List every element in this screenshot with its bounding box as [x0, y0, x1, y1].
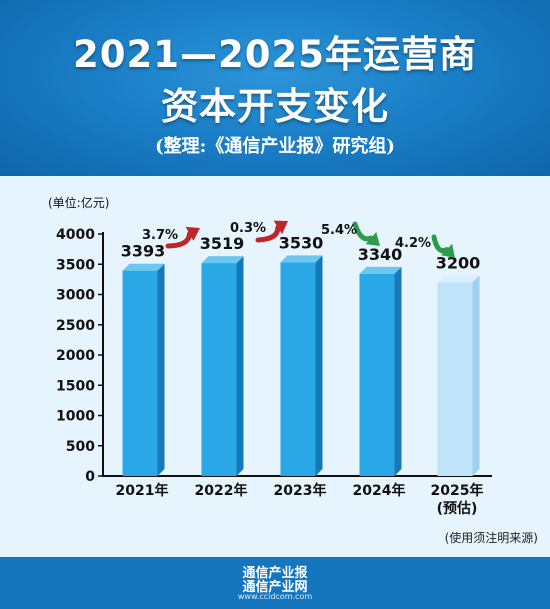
bar-top	[359, 266, 402, 274]
bar-top	[122, 263, 165, 271]
value-label: 3530	[279, 233, 324, 252]
bar	[201, 263, 237, 476]
change-arrow-head	[273, 220, 288, 235]
y-tick-label: 1000	[56, 409, 95, 425]
unit-label: (单位:亿元)	[48, 195, 109, 210]
x-tick-label: 2022年	[195, 482, 248, 499]
change-label: 5.4%	[321, 223, 357, 238]
x-tick-note: (预估)	[437, 500, 478, 517]
bar	[280, 262, 316, 476]
value-label: 3340	[358, 245, 403, 264]
y-tick-label: 1500	[56, 378, 95, 394]
value-label: 3393	[121, 242, 166, 261]
footer-logo-line-2: 通信产业网	[242, 580, 308, 595]
change-arrow-shaft	[431, 234, 450, 254]
y-tick-label: 0	[85, 469, 95, 485]
change-label: 0.3%	[230, 221, 266, 236]
change-label: 4.2%	[395, 236, 431, 251]
change-arrow-head	[365, 232, 380, 246]
value-label: 3519	[200, 234, 245, 253]
subtitle: (整理:《通信产业报》研究组)	[155, 136, 395, 157]
bar	[359, 273, 395, 476]
y-tick-label: 4000	[56, 227, 95, 243]
bar-top	[437, 275, 480, 283]
change-arrow-shaft	[255, 224, 281, 243]
bar-side	[236, 256, 244, 476]
y-tick-label: 2500	[56, 318, 95, 334]
change-arrow-head	[185, 226, 200, 241]
bar-top	[201, 256, 244, 264]
title-line-1: 2021—2025年运营商	[73, 33, 477, 76]
footer-bar	[0, 557, 550, 609]
bar	[122, 270, 158, 476]
title-line-2: 资本开支变化	[161, 85, 389, 128]
bar-side	[472, 275, 480, 476]
x-tick-label: 2025年	[431, 482, 484, 499]
bar-side	[157, 263, 165, 476]
bar-top	[280, 255, 323, 263]
bar-side	[315, 255, 323, 476]
change-arrow-shaft	[165, 231, 193, 249]
change-arrow-head	[440, 243, 455, 258]
value-label: 3200	[436, 253, 481, 272]
change-label: 3.7%	[142, 228, 178, 243]
footer-logo-line-1: 通信产业报	[242, 566, 308, 581]
y-tick-label: 500	[66, 439, 95, 455]
y-tick-label: 2000	[56, 348, 95, 364]
x-tick-label: 2024年	[353, 482, 406, 499]
change-arrow-shaft	[352, 221, 374, 242]
y-tick-label: 3500	[56, 257, 95, 273]
x-tick-label: 2021年	[116, 482, 169, 499]
source-note: (使用须注明来源)	[445, 530, 538, 545]
x-tick-label: 2023年	[274, 482, 327, 499]
header-banner: 2021—2025年运营商 资本开支变化 (整理:《通信产业报》研究组)	[0, 0, 550, 180]
footer-website: www.ccidcom.com	[237, 592, 313, 601]
bar-side	[394, 266, 402, 476]
y-tick-label: 3000	[56, 288, 95, 304]
bar	[437, 282, 473, 476]
